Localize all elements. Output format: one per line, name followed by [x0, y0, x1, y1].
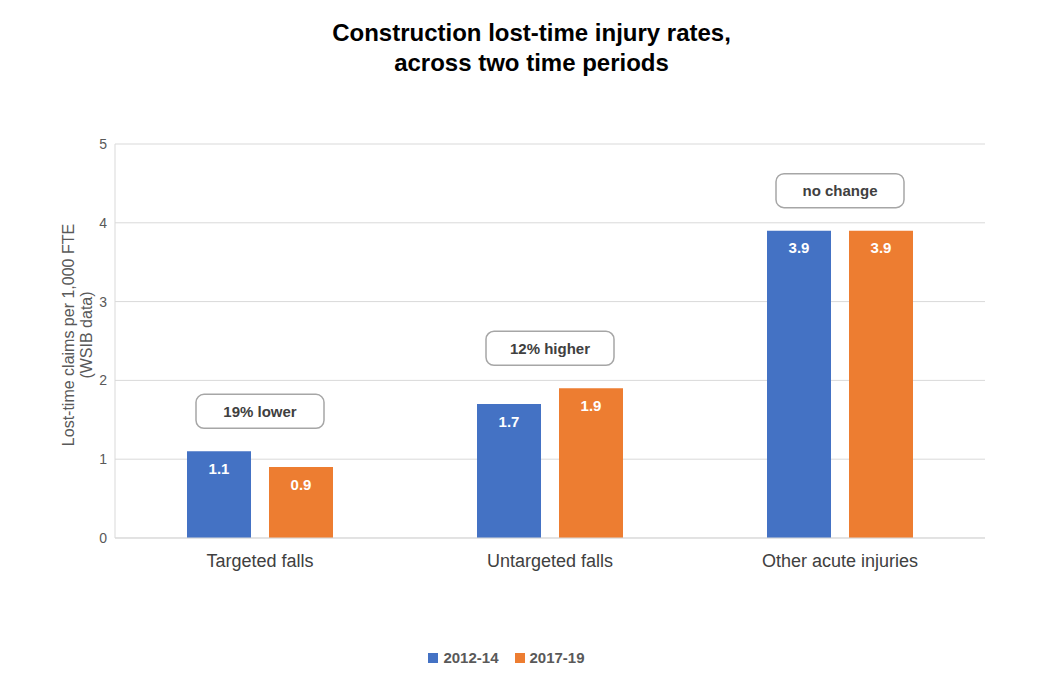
- svg-text:1.9: 1.9: [581, 397, 602, 414]
- svg-text:3.9: 3.9: [871, 239, 892, 256]
- svg-text:2: 2: [99, 372, 107, 388]
- svg-text:no change: no change: [802, 182, 877, 199]
- svg-text:Untargeted falls: Untargeted falls: [487, 551, 613, 571]
- svg-text:1: 1: [99, 451, 107, 467]
- html-text:Lost-time claims per 1,000 FTE: Lost-time claims per 1,000 FTE: [60, 223, 77, 447]
- html-text:2012-14: 2012-14: [443, 649, 499, 666]
- svg-text:5: 5: [99, 136, 107, 152]
- html-text:2017-19: 2017-19: [529, 649, 585, 666]
- svg-text:4: 4: [99, 215, 107, 231]
- html-text:across two time periods: across two time periods: [394, 49, 669, 76]
- svg-text:19% lower: 19% lower: [223, 403, 297, 420]
- svg-text:1.1: 1.1: [209, 460, 230, 477]
- svg-text:3: 3: [99, 294, 107, 310]
- svg-text:12% higher: 12% higher: [510, 340, 590, 357]
- svg-text:3.9: 3.9: [789, 239, 810, 256]
- svg-text:1.7: 1.7: [499, 413, 520, 430]
- svg-text:0.9: 0.9: [291, 476, 312, 493]
- html-text:(WSIB data): (WSIB data): [78, 291, 95, 379]
- svg-text:Other acute injuries: Other acute injuries: [762, 551, 918, 571]
- html-text:Construction lost-time injury: Construction lost-time injury rates,: [332, 19, 731, 46]
- svg-text:0: 0: [99, 530, 107, 546]
- svg-text:Targeted falls: Targeted falls: [206, 551, 313, 571]
